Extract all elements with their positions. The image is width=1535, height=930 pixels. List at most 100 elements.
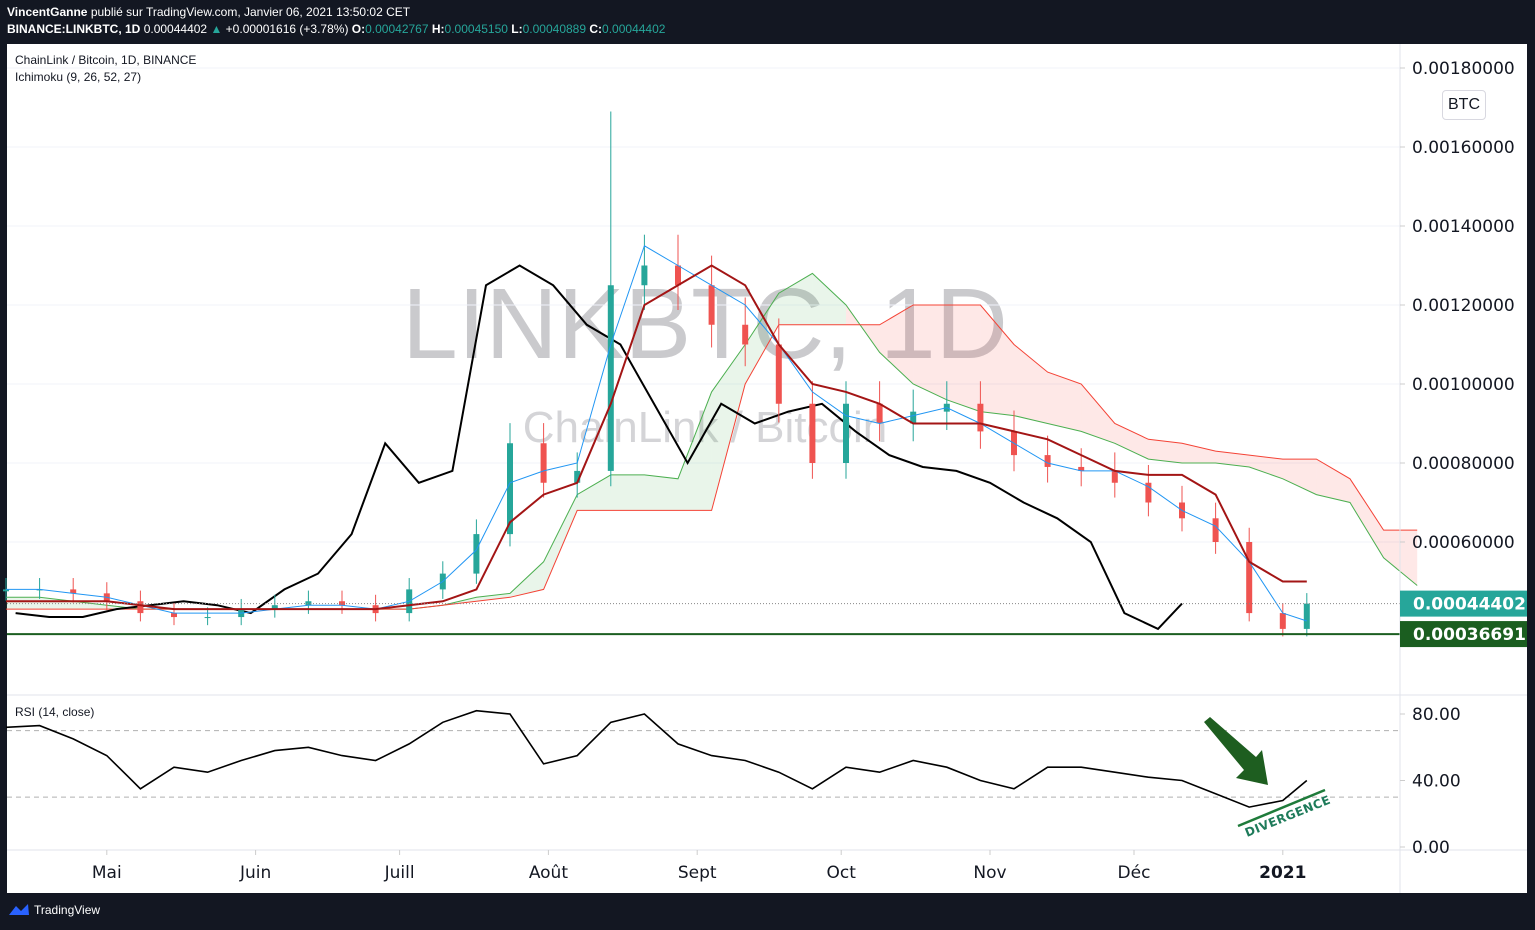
close-value: 0.00044402 — [602, 22, 666, 36]
candle-body — [809, 403, 816, 463]
price-tick-label: 0.00080000 — [1412, 454, 1515, 474]
candle-body — [742, 324, 749, 345]
support-label-bg — [1400, 621, 1527, 648]
kumo-cloud-segment — [610, 474, 645, 511]
price-tick-label: 0.00100000 — [1412, 375, 1515, 395]
price-tick-label: 0.00180000 — [1412, 59, 1515, 79]
candle-body — [204, 617, 211, 619]
up-arrow-icon: ▲ — [210, 22, 223, 36]
low-label: L: — [511, 22, 523, 36]
tradingview-logo-icon — [9, 904, 29, 915]
low-value: 0.00040889 — [522, 22, 587, 36]
brand-name: TradingView — [34, 903, 101, 917]
time-tick-label: Août — [529, 863, 569, 883]
chart-background — [7, 44, 1527, 893]
kumo-cloud-segment — [1249, 455, 1283, 479]
price-tick-label: 0.00060000 — [1412, 533, 1515, 553]
watermark-description: ChainLink / Bitcoin — [523, 403, 887, 452]
kijun-sen-line — [6, 264, 1307, 611]
candle-body — [1303, 603, 1310, 629]
candle-body — [1246, 542, 1253, 614]
candle-body — [641, 265, 648, 286]
candle-body — [1044, 455, 1051, 467]
candle-body — [1145, 482, 1152, 503]
last-price-label-bg — [1400, 590, 1527, 617]
close-label: C: — [589, 22, 603, 36]
arrow-down-icon — [1204, 717, 1268, 785]
kumo-cloud-segment — [1316, 459, 1350, 503]
candle-body — [507, 443, 513, 535]
candle-body — [708, 285, 715, 325]
open-value: 0.00042767 — [365, 22, 429, 36]
open-label: O: — [351, 22, 366, 36]
kumo-cloud-segment — [1114, 423, 1149, 460]
rsi-line — [5, 709, 1308, 808]
candle-body — [1111, 470, 1118, 483]
last-price: 0.00044402 — [143, 22, 208, 36]
publish-date: publié sur TradingView.com, Janvier 06, … — [90, 5, 411, 19]
kumo-cloud-segment — [1350, 478, 1384, 558]
divergence-trendline — [1237, 788, 1326, 828]
time-tick-label: Juill — [384, 863, 415, 883]
publish-info: VincentGanne publié sur TradingView.com,… — [7, 5, 410, 19]
candle-body — [843, 403, 849, 463]
kumo-cloud-segment — [644, 474, 678, 511]
time-tick-label: 2021 — [1259, 863, 1306, 883]
price-tick-label: 0.00160000 — [1412, 138, 1515, 158]
candle-body — [339, 601, 345, 606]
time-tick-label: Nov — [973, 863, 1006, 883]
kumo-cloud-segment — [1081, 384, 1115, 444]
candle-body — [271, 605, 278, 610]
kumo-cloud-segment — [879, 305, 914, 384]
kumo-cloud-segment — [1047, 372, 1082, 432]
time-tick-label: Sept — [678, 863, 717, 883]
kumo-cloud-segment — [946, 305, 981, 412]
candle-body — [977, 403, 984, 432]
candle-body — [1078, 466, 1085, 471]
time-tick-label: Juin — [239, 863, 271, 883]
kumo-cloud-segment — [1014, 344, 1048, 424]
watermark-symbol: LINKBTC, 1D — [402, 268, 1008, 380]
candle-body — [1279, 613, 1286, 629]
kumo-cloud-segment — [73, 601, 107, 610]
kumo-cloud-segment — [476, 593, 510, 602]
candle-body — [675, 265, 681, 286]
candle-body — [607, 285, 614, 471]
candle-body — [540, 443, 547, 483]
rsi-legend[interactable]: RSI (14, close) — [15, 705, 95, 719]
kumo-cloud-segment — [745, 293, 779, 384]
kumo-cloud-segment — [510, 561, 544, 598]
support-price-label: 0.00036691 — [1413, 625, 1526, 645]
candle-body — [473, 534, 480, 574]
kumo-cloud-segment — [913, 305, 947, 400]
kumo-cloud-segment — [1182, 443, 1216, 463]
kumo-cloud-segment — [543, 494, 578, 590]
candle-body — [3, 589, 9, 592]
chart-legend-title: ChainLink / Bitcoin, 1D, BINANCE — [15, 53, 197, 67]
time-tick-label: Déc — [1118, 863, 1151, 883]
candle-body — [775, 344, 782, 404]
last-price-label: 0.00044402 — [1413, 595, 1526, 615]
kumo-cloud-segment — [577, 474, 611, 511]
currency-button[interactable]: BTC — [1442, 90, 1486, 120]
kumo-cloud-segment — [812, 273, 846, 325]
price-change: +0.00001616 (+3.78%) — [225, 22, 349, 36]
rsi-tick-label: 40.00 — [1412, 772, 1461, 792]
ichimoku-legend[interactable]: Ichimoku (9, 26, 52, 27) — [15, 70, 142, 84]
candle-body — [574, 470, 581, 483]
high-value: 0.00045150 — [444, 22, 508, 36]
kumo-cloud-segment — [778, 273, 813, 325]
symbol-info: BINANCE:LINKBTC, 1D 0.00044402 ▲ +0.0000… — [7, 22, 665, 36]
author-name: VincentGanne — [7, 5, 88, 19]
rsi-tick-label: 80.00 — [1412, 705, 1461, 725]
candle-body — [910, 411, 917, 424]
price-tick-label: 0.00140000 — [1412, 217, 1515, 237]
candle-body — [305, 601, 312, 606]
candle-body — [876, 403, 883, 424]
price-tick-label: 0.00120000 — [1412, 296, 1515, 316]
candle-body — [137, 601, 144, 614]
candle-body — [70, 589, 77, 594]
high-label: H: — [431, 22, 445, 36]
chikou-span-line — [15, 264, 1183, 631]
